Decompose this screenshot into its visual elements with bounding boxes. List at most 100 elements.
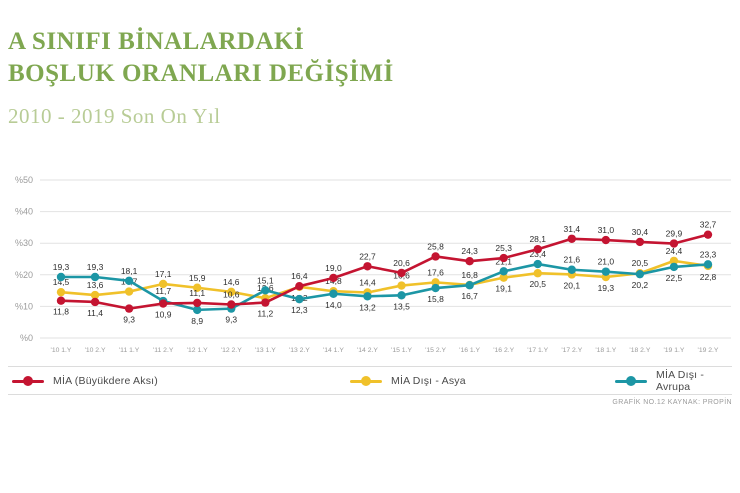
data-point-label: 30,4 <box>632 227 649 237</box>
y-axis-tick-label: %10 <box>15 301 33 311</box>
data-point-teal <box>90 272 100 282</box>
data-point-label: 21,6 <box>564 255 581 265</box>
data-point-red <box>90 297 100 307</box>
x-axis-tick-label: '18 1.Y <box>595 347 616 354</box>
x-axis-tick-label: '17 1.Y <box>527 347 548 354</box>
x-axis-tick-label: '14 1.Y <box>323 347 344 354</box>
data-point-label: 16,7 <box>461 291 478 301</box>
data-point-red <box>124 304 134 313</box>
data-point-label: 20,6 <box>393 258 410 268</box>
x-axis-tick-label: '16 2.Y <box>493 347 514 354</box>
data-point-red <box>635 237 645 247</box>
data-point-label: 22,8 <box>700 272 717 282</box>
data-point-red <box>56 296 66 305</box>
data-point-label: 19,3 <box>53 262 70 272</box>
data-point-label: 19,1 <box>495 284 512 294</box>
data-point-label: 17,6 <box>427 267 444 277</box>
data-point-red <box>499 253 508 263</box>
legend-item-mia: MİA (Büyükdere Aksı) <box>12 372 158 390</box>
legend-label-asya: MİA Dışı - Asya <box>391 375 466 387</box>
data-point-yellow <box>499 273 508 282</box>
vacancy-rate-line-chart: %0 %10 %20 %30 %40 %50 '10 1.Y '10 2.Y '11 1.Y '1… <box>0 140 740 370</box>
data-point-label: 15,1 <box>257 275 274 285</box>
x-axis-tick-label: '17 2.Y <box>561 347 582 354</box>
x-axis-tick-label: '13 1.Y <box>255 347 276 354</box>
data-point-red <box>431 252 440 261</box>
data-point-label: 29,9 <box>666 229 683 239</box>
x-axis-tick-label: '18 2.Y <box>629 347 650 354</box>
data-point-label: 19,3 <box>598 283 615 293</box>
page-title: A SINIFI BİNALARDAKİ BOŞLUK ORANLARI DEĞ… <box>8 26 394 90</box>
data-point-red <box>158 299 168 308</box>
data-point-teal <box>567 265 576 274</box>
data-point-red <box>363 262 372 271</box>
series-line-yellow <box>59 259 710 300</box>
data-point-yellow <box>227 287 236 297</box>
data-point-label: 12,3 <box>291 305 308 315</box>
chart-legend: MİA (Büyükdere Aksı) MİA Dışı - Asya MİA… <box>0 369 740 393</box>
data-point-yellow <box>124 287 134 296</box>
data-point-red <box>465 257 474 266</box>
x-axis-tick-label: '11 2.Y <box>153 347 174 354</box>
x-axis-tick-label: '16 1.Y <box>459 347 480 354</box>
y-axis-tick-label: %40 <box>15 207 33 217</box>
data-point-teal <box>363 292 372 301</box>
data-point-teal <box>703 260 713 269</box>
legend-top-divider <box>8 366 732 367</box>
data-point-label: 20,5 <box>632 258 649 268</box>
data-point-label: 22,5 <box>666 273 683 283</box>
data-point-red <box>397 268 406 278</box>
legend-item-avrupa: MİA Dışı - Avrupa <box>615 369 740 393</box>
data-point-label: 9,3 <box>123 315 135 325</box>
data-point-label: 21,0 <box>598 257 615 267</box>
y-axis-tick-label: %30 <box>15 238 33 248</box>
data-point-teal <box>601 267 611 276</box>
data-point-label: 15,8 <box>427 294 444 304</box>
data-point-label: 13,2 <box>359 302 376 312</box>
data-point-teal <box>124 276 134 286</box>
x-axis-tick-label: '12 1.Y <box>187 347 208 354</box>
data-point-teal <box>193 305 202 315</box>
data-point-teal <box>431 283 440 293</box>
legend-marker-red-icon <box>12 376 44 386</box>
data-point-teal <box>329 289 338 298</box>
data-point-label: 11,7 <box>155 286 171 296</box>
x-axis-tick-label: '15 1.Y <box>391 347 412 354</box>
legend-label-mia: MİA (Büyükdere Aksı) <box>53 375 158 387</box>
data-point-label: 17,1 <box>155 269 172 279</box>
page-title-line2: BOŞLUK ORANLARI DEĞİŞİMİ <box>8 60 394 87</box>
data-point-yellow <box>158 279 168 289</box>
data-point-label: 31,0 <box>598 225 615 235</box>
data-point-label: 11,8 <box>53 307 69 317</box>
data-point-teal <box>397 291 406 300</box>
data-point-teal <box>465 281 474 290</box>
page-subtitle: 2010 - 2019 Son On Yıl <box>8 104 221 128</box>
data-point-red <box>669 239 679 248</box>
data-point-label: 28,1 <box>529 234 546 244</box>
data-point-label: 10,6 <box>223 290 240 300</box>
data-point-label: 9,3 <box>225 315 237 325</box>
data-point-teal <box>635 269 645 279</box>
data-point-red <box>329 273 338 283</box>
legend-item-asya: MİA Dışı - Asya <box>350 372 466 390</box>
data-point-red <box>601 235 611 245</box>
data-point-label: 16,8 <box>461 270 478 280</box>
chart-source-caption: GRAFİK NO.12 KAYNAK: PROPİN <box>612 399 732 406</box>
data-point-yellow <box>669 256 679 266</box>
data-point-teal <box>669 262 679 272</box>
data-point-red <box>261 298 270 307</box>
data-point-red <box>193 298 202 308</box>
data-point-yellow <box>90 290 100 300</box>
legend-marker-teal-icon <box>615 376 647 386</box>
data-point-label: 11,1 <box>189 288 205 298</box>
data-point-red <box>227 300 236 309</box>
x-axis-tick-label: '11 1.Y <box>119 347 140 354</box>
x-axis-tick-label: '19 1.Y <box>663 347 684 354</box>
legend-bottom-divider <box>8 394 732 395</box>
x-axis-tick-label: '10 1.Y <box>51 347 72 354</box>
data-point-label: 11,2 <box>257 309 273 319</box>
data-point-label: 20,2 <box>632 280 649 290</box>
data-point-label: 11,4 <box>87 308 103 318</box>
x-axis-tick-label: '19 2.Y <box>698 347 719 354</box>
